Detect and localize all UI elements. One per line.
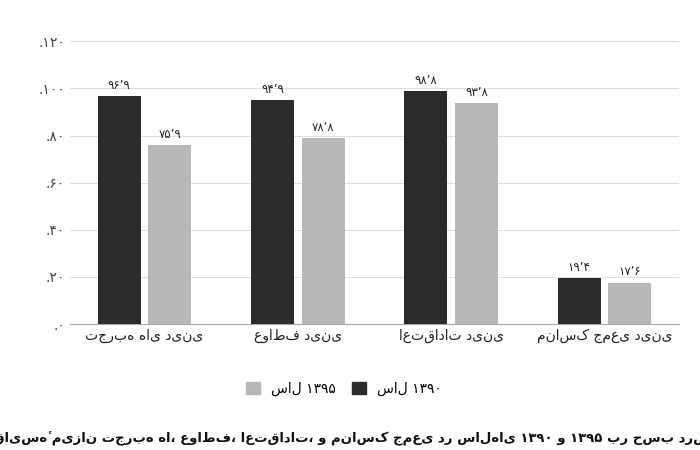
Bar [558,278,601,324]
Text: ۷۸٬۸: ۷۸٬۸ [312,121,335,134]
Text: مقایسهٔ میزان تجربه ها، عواطف، اعتقادات، و مناسک جمعی در سالهای ۱۳۹۰ و ۱۳۹۵ بر ح: مقایسهٔ میزان تجربه ها، عواطف، اعتقادات،… [0,431,700,446]
Text: ۱۷٬۶: ۱۷٬۶ [619,266,641,278]
Text: ۹۳٬۸: ۹۳٬۸ [465,86,488,99]
Text: ۹۴٬۹: ۹۴٬۹ [261,83,284,96]
Text: ۹۶٬۹: ۹۶٬۹ [108,78,130,91]
Bar [455,103,498,324]
Text: ۷۵٬۹: ۷۵٬۹ [158,128,181,141]
Text: ۹۸٬۸: ۹۸٬۸ [414,74,438,87]
Bar [98,96,141,324]
Bar [251,100,294,324]
Text: ۱۹٬۴: ۱۹٬۴ [568,261,591,274]
Legend: سال ۱۳۹۵, سال ۱۳۹۰: سال ۱۳۹۵, سال ۱۳۹۰ [240,376,448,401]
Bar [148,145,191,324]
Bar [302,139,344,324]
Bar [608,283,651,324]
Bar [405,91,447,324]
